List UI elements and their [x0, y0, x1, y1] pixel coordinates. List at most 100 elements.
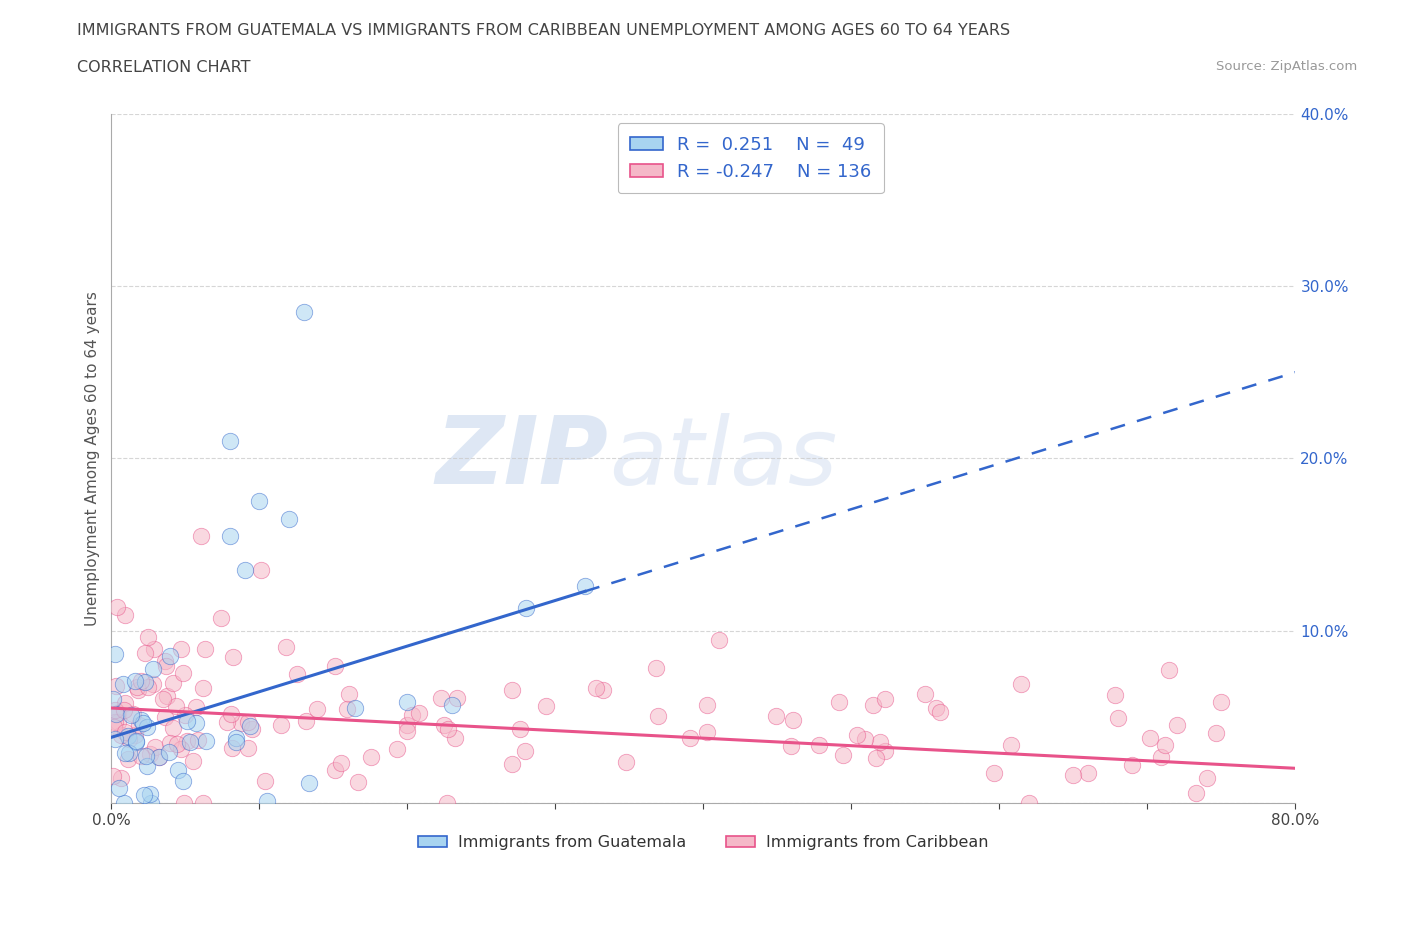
- Point: [194, 642, 217, 657]
- Point: [136, 759, 159, 774]
- Point: [112, 677, 135, 692]
- Point: [585, 681, 607, 696]
- Point: [190, 528, 212, 543]
- Point: [124, 727, 146, 742]
- Point: [250, 563, 273, 578]
- Point: [131, 715, 153, 730]
- Point: [396, 695, 419, 710]
- Point: [256, 793, 278, 808]
- Point: [1000, 737, 1022, 752]
- Point: [323, 763, 346, 777]
- Point: [832, 748, 855, 763]
- Point: [249, 494, 271, 509]
- Point: [127, 683, 149, 698]
- Point: [1107, 711, 1129, 725]
- Point: [191, 795, 214, 810]
- Point: [1195, 771, 1218, 786]
- Point: [437, 722, 460, 737]
- Point: [853, 731, 876, 746]
- Point: [114, 607, 136, 622]
- Point: [323, 658, 346, 673]
- Point: [1077, 765, 1099, 780]
- Point: [139, 787, 162, 802]
- Point: [1104, 687, 1126, 702]
- Point: [337, 686, 360, 701]
- Point: [240, 722, 263, 737]
- Legend: Immigrants from Guatemala, Immigrants from Caribbean: Immigrants from Guatemala, Immigrants fr…: [412, 829, 995, 857]
- Point: [218, 433, 240, 448]
- Point: [873, 744, 896, 759]
- Point: [436, 795, 458, 810]
- Text: ZIP: ZIP: [436, 412, 609, 504]
- Point: [176, 713, 198, 728]
- Point: [509, 722, 531, 737]
- Point: [138, 746, 160, 761]
- Point: [134, 645, 156, 660]
- Point: [209, 610, 232, 625]
- Point: [107, 714, 129, 729]
- Point: [344, 701, 367, 716]
- Point: [1211, 695, 1233, 710]
- Point: [128, 718, 150, 733]
- Point: [330, 756, 353, 771]
- Point: [807, 737, 830, 752]
- Point: [156, 688, 179, 703]
- Point: [925, 700, 948, 715]
- Point: [215, 715, 238, 730]
- Point: [142, 677, 165, 692]
- Point: [172, 665, 194, 680]
- Point: [225, 731, 247, 746]
- Point: [143, 739, 166, 754]
- Point: [336, 701, 359, 716]
- Point: [446, 690, 468, 705]
- Point: [1205, 725, 1227, 740]
- Point: [219, 707, 242, 722]
- Point: [225, 734, 247, 749]
- Point: [765, 709, 787, 724]
- Point: [136, 720, 159, 735]
- Point: [184, 699, 207, 714]
- Point: [696, 724, 718, 739]
- Point: [1150, 750, 1173, 764]
- Point: [285, 667, 308, 682]
- Point: [174, 708, 197, 723]
- Point: [432, 717, 454, 732]
- Point: [157, 745, 180, 760]
- Point: [134, 674, 156, 689]
- Point: [218, 528, 240, 543]
- Point: [101, 768, 124, 783]
- Point: [274, 639, 297, 654]
- Point: [127, 679, 149, 694]
- Point: [1121, 757, 1143, 772]
- Point: [401, 707, 423, 722]
- Point: [515, 601, 537, 616]
- Point: [108, 780, 131, 795]
- Point: [229, 715, 252, 730]
- Point: [101, 692, 124, 707]
- Point: [124, 674, 146, 689]
- Point: [114, 745, 136, 760]
- Point: [110, 771, 132, 786]
- Point: [148, 750, 170, 764]
- Point: [183, 754, 205, 769]
- Point: [305, 701, 328, 716]
- Point: [104, 707, 127, 722]
- Point: [395, 717, 418, 732]
- Point: [782, 713, 804, 728]
- Point: [298, 776, 321, 790]
- Point: [440, 698, 463, 712]
- Point: [179, 735, 201, 750]
- Point: [112, 795, 135, 810]
- Point: [865, 751, 887, 765]
- Y-axis label: Unemployment Among Ages 60 to 64 years: Unemployment Among Ages 60 to 64 years: [86, 291, 100, 626]
- Point: [780, 738, 803, 753]
- Point: [132, 788, 155, 803]
- Point: [846, 727, 869, 742]
- Point: [118, 731, 141, 746]
- Point: [112, 702, 135, 717]
- Point: [155, 658, 177, 673]
- Point: [929, 704, 952, 719]
- Text: IMMIGRANTS FROM GUATEMALA VS IMMIGRANTS FROM CARIBBEAN UNEMPLOYMENT AMONG AGES 6: IMMIGRANTS FROM GUATEMALA VS IMMIGRANTS …: [77, 23, 1011, 38]
- Point: [828, 695, 851, 710]
- Point: [105, 679, 128, 694]
